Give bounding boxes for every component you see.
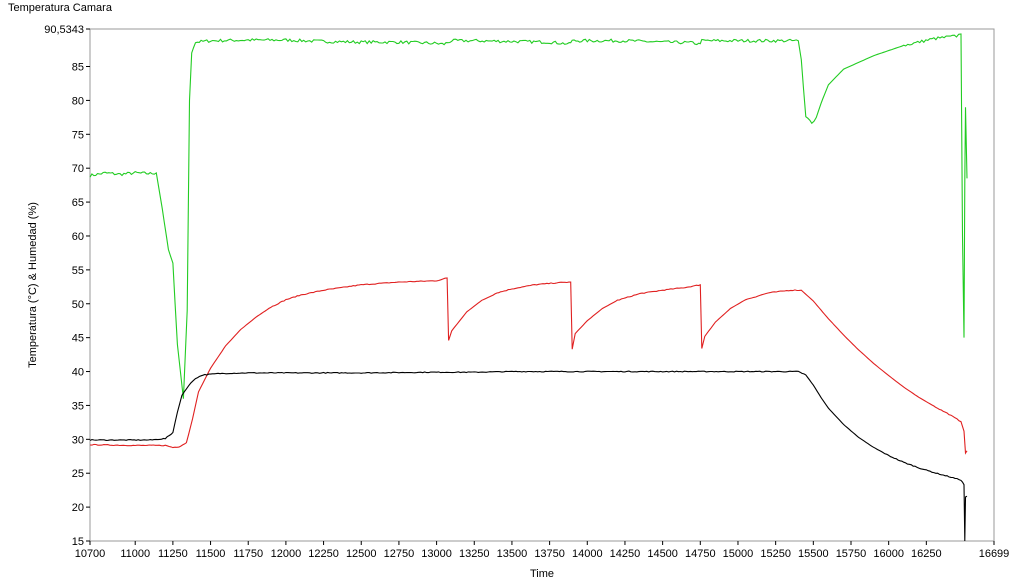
y-tick-label: 65 [72, 197, 84, 209]
y-tick-label: 70 [72, 163, 84, 175]
x-tick-label: 13500 [497, 548, 528, 560]
x-tick-label: 11250 [158, 548, 188, 560]
y-tick-label: 15 [72, 536, 84, 548]
y-tick-label: 75 [72, 129, 84, 141]
y-tick-label: 45 [72, 333, 84, 345]
y-tick-label: 40 [72, 367, 84, 379]
x-tick-label: 16250 [911, 548, 942, 560]
y-tick-label: 85 [72, 62, 84, 74]
x-axis: 10700 11000 11250 11500 11750 12000 12250 12500… [75, 541, 1010, 560]
y-tick-label: 30 [72, 434, 84, 446]
x-tick-label: 15250 [760, 548, 791, 560]
x-tick-label: 15750 [836, 548, 867, 560]
y-tick-label: 35 [72, 400, 84, 412]
x-tick-label: 14250 [610, 548, 641, 560]
x-tick-label: 12500 [346, 548, 377, 560]
series-line-1 [89, 33, 968, 399]
y-tick-label: 90,5343 [44, 24, 84, 36]
x-tick-label: 12250 [308, 548, 339, 560]
y-tick-label: 50 [72, 299, 84, 311]
x-tick-label: 16000 [873, 548, 904, 560]
series-line-2 [89, 277, 968, 455]
series-layer [89, 33, 968, 542]
x-tick-label: 15500 [798, 548, 829, 560]
y-tick-label: 20 [72, 502, 84, 514]
x-tick-label: 13000 [421, 548, 452, 560]
x-tick-label: 12750 [384, 548, 415, 560]
y-tick-label: 80 [72, 95, 84, 107]
x-tick-label: 14750 [685, 548, 716, 560]
y-tick-label: 55 [72, 265, 84, 277]
x-tick-label: 13750 [534, 548, 565, 560]
series-line-3 [89, 370, 968, 542]
y-axis: 15 20 25 30 35 40 45 50 55 60 65 70 75 80 85 90,5343 [44, 24, 90, 548]
y-tick-label: 25 [72, 468, 84, 480]
x-axis-title: Time [530, 568, 554, 580]
plot-area [89, 28, 995, 542]
x-tick-label: 14500 [647, 548, 678, 560]
x-tick-label: 13250 [459, 548, 490, 560]
x-tick-label: 11750 [233, 548, 263, 560]
y-axis-title: Temperatura (°C) & Humedad (%) [27, 202, 39, 368]
x-tick-label: 15000 [723, 548, 754, 560]
x-tick-label: 12000 [271, 548, 302, 560]
x-tick-label: 14000 [572, 548, 603, 560]
x-tick-label: 11000 [120, 548, 150, 560]
x-tick-label: 11500 [196, 548, 226, 560]
chart-title: Temperatura Camara [8, 2, 112, 14]
y-tick-label: 60 [72, 231, 84, 243]
x-tick-label: 16699 [979, 548, 1010, 560]
x-tick-label: 10700 [75, 548, 106, 560]
